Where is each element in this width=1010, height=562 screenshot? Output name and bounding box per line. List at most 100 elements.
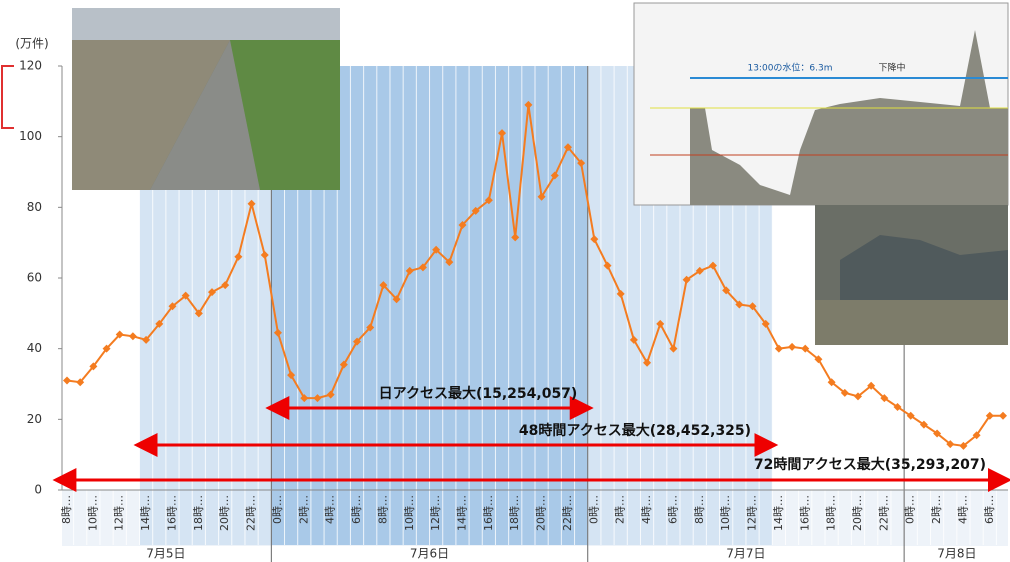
x-tick-label: 12時…: [429, 495, 442, 531]
data-point: [524, 100, 533, 109]
x-tick-label: 10時…: [403, 495, 416, 531]
x-tick-label: 20時…: [851, 495, 864, 531]
y-tick-label: 100: [19, 129, 42, 143]
data-point: [102, 344, 111, 353]
x-tick-label: 6時…: [666, 495, 679, 524]
x-tick-label: 12時…: [113, 495, 126, 531]
x-tick-label: 6時…: [983, 495, 996, 524]
data-point: [682, 275, 691, 284]
x-tick-label: 4時…: [640, 495, 653, 524]
inset-text: 13:00の水位：6.3m: [747, 62, 832, 74]
data-point: [577, 159, 586, 168]
data-point: [590, 235, 599, 244]
y-axis-label: (万件): [15, 37, 48, 51]
annotation: 日アクセス最大(15,254,057): [379, 385, 578, 402]
y-tick-label: 0: [34, 483, 42, 497]
data-point: [445, 258, 454, 267]
data-point: [616, 289, 625, 298]
data-point: [933, 429, 942, 438]
x-tick-label: 16時…: [165, 495, 178, 531]
data-point: [326, 390, 335, 399]
x-tick-label: 8時…: [693, 495, 706, 524]
data-point: [919, 420, 928, 429]
data-point: [827, 378, 836, 387]
data-point: [735, 300, 744, 309]
data-point: [313, 394, 322, 403]
data-point: [260, 251, 269, 260]
x-tick-label: 18時…: [192, 495, 205, 531]
data-point: [339, 360, 348, 369]
x-tick-label: 2時…: [614, 495, 627, 524]
x-tick-label: 14時…: [455, 495, 468, 531]
data-point: [458, 221, 467, 229]
water-level-inset: 13:00の水位：6.3m 下降中: [633, 2, 1009, 206]
x-tick-label: 18時…: [508, 495, 521, 531]
data-point: [537, 192, 546, 201]
data-point: [155, 319, 164, 328]
data-point: [972, 431, 981, 440]
y-tick-label: 20: [27, 412, 42, 426]
data-point: [221, 281, 230, 290]
side-bracket: [1, 65, 14, 129]
x-tick-label: 6時…: [350, 495, 363, 524]
data-point: [946, 440, 955, 449]
photo-top-left: [72, 8, 340, 190]
data-point: [471, 206, 480, 215]
y-tick-label: 60: [27, 271, 42, 285]
inset-text: 下降中: [878, 62, 905, 74]
data-point: [563, 143, 572, 152]
annotation: 72時間アクセス最大(35,293,207): [754, 456, 986, 473]
data-point: [247, 199, 256, 208]
y-tick-label: 80: [27, 200, 42, 214]
y-tick-label: 40: [27, 341, 42, 355]
data-point: [722, 286, 731, 295]
photo-bottom-right: [815, 205, 1008, 345]
x-tick-label: 0時…: [587, 495, 600, 524]
data-point: [985, 411, 994, 420]
data-point: [656, 319, 665, 328]
data-point: [142, 335, 151, 344]
x-tick-label: 4時…: [956, 495, 969, 524]
x-tick-label: 22時…: [245, 495, 258, 531]
day-label: 7月5日: [146, 547, 185, 561]
data-point: [287, 371, 296, 380]
data-point: [840, 388, 849, 397]
data-point: [801, 344, 810, 353]
data-point: [511, 233, 520, 242]
x-tick-label: 22時…: [561, 495, 574, 531]
data-point: [748, 302, 757, 311]
data-point: [208, 288, 217, 297]
x-tick-label: 8時…: [60, 495, 73, 524]
x-tick-label: 2時…: [297, 495, 310, 524]
data-point: [629, 335, 638, 344]
x-tick-label: 0時…: [904, 495, 917, 524]
data-point: [498, 129, 507, 138]
data-point: [999, 411, 1007, 420]
data-point: [168, 302, 177, 311]
data-point: [300, 394, 309, 403]
data-point: [181, 291, 190, 300]
data-point: [906, 411, 915, 420]
data-point: [669, 344, 678, 353]
x-tick-label: 10時…: [86, 495, 99, 531]
data-point: [708, 261, 717, 270]
x-tick-label: 16時…: [798, 495, 811, 531]
x-tick-label: 22時…: [877, 495, 890, 531]
data-point: [234, 252, 243, 261]
x-tick-label: 14時…: [772, 495, 785, 531]
day-label: 7月7日: [726, 547, 765, 561]
data-point: [603, 261, 612, 270]
x-tick-label: 10時…: [719, 495, 732, 531]
data-point: [366, 323, 375, 332]
x-tick-label: 4時…: [324, 495, 337, 524]
data-point: [550, 171, 559, 180]
data-point: [115, 330, 124, 339]
x-tick-label: 12時…: [746, 495, 759, 531]
data-point: [353, 337, 362, 346]
x-tick-label: 20時…: [218, 495, 231, 531]
data-point: [418, 263, 427, 272]
data-point: [880, 394, 889, 403]
data-point: [695, 266, 704, 275]
data-point: [761, 319, 770, 328]
